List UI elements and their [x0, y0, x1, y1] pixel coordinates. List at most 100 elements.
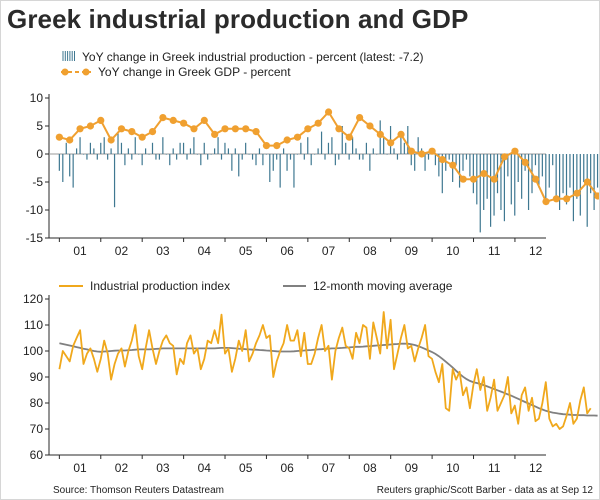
ip-yoy-bar — [189, 148, 192, 154]
gdp-yoy-point — [345, 133, 353, 141]
legend-gdp-dot — [61, 68, 69, 76]
ip-yoy-bar — [193, 137, 195, 154]
ip-yoy-bar — [552, 154, 554, 166]
ip-yoy-bar — [400, 131, 402, 154]
ip-yoy-bar — [224, 142, 226, 154]
ip-yoy-bar — [248, 154, 250, 155]
ip-yoy-bar — [303, 154, 305, 160]
gdp-yoy-point — [438, 156, 447, 164]
ip-index-line — [58, 311, 592, 430]
x-tick-label: 02 — [115, 244, 129, 258]
ip-yoy-bar — [141, 154, 143, 166]
ip-yoy-bar — [386, 154, 388, 155]
ip-yoy-bar — [493, 154, 495, 216]
ip-yoy-bar — [410, 154, 412, 166]
ip-yoy-bar — [72, 154, 74, 188]
ip-yoy-bar — [441, 154, 443, 194]
ip-yoy-bar — [151, 142, 154, 154]
x-tick-label: 12 — [529, 244, 543, 258]
ip-yoy-bar — [590, 154, 592, 194]
ip-yoy-bar — [507, 154, 509, 177]
x-tick-label: 06 — [280, 461, 294, 475]
ip-yoy-bar — [110, 148, 112, 154]
y-tick-label: 100 — [23, 344, 43, 358]
ip-yoy-bar — [407, 126, 409, 154]
ip-yoy-bar — [283, 148, 285, 154]
x-tick-label: 01 — [73, 461, 87, 475]
ip-yoy-bar — [265, 154, 267, 155]
gdp-yoy-point — [76, 125, 84, 133]
y-tick-label: 10 — [30, 91, 44, 105]
ip-yoy-bar — [169, 154, 171, 166]
ip-yoy-bar — [538, 154, 540, 188]
gdp-yoy-point — [159, 114, 167, 122]
gdp-yoy-point — [397, 130, 405, 138]
ip-yoy-bar — [586, 154, 588, 227]
gdp-yoy-point — [469, 175, 478, 183]
gdp-yoy-point — [97, 116, 105, 124]
ip-yoy-bar — [345, 142, 347, 154]
ip-yoy-bar — [155, 154, 157, 160]
ip-yoy-bar — [331, 137, 333, 154]
ip-yoy-bar — [196, 154, 198, 155]
x-tick-label: 12 — [529, 461, 543, 475]
gdp-yoy-point — [283, 136, 291, 144]
ip-yoy-bar — [227, 148, 230, 154]
ip-yoy-bar — [327, 142, 330, 154]
ip-yoy-bar — [276, 154, 278, 160]
gdp-yoy-point — [335, 125, 343, 133]
legend-label-ip-index: Industrial production index — [90, 279, 230, 293]
ip-yoy-bar — [234, 148, 236, 154]
ip-yoy-bar — [424, 154, 426, 171]
ip-yoy-bar — [186, 154, 188, 160]
gdp-yoy-point — [180, 119, 188, 127]
ip-yoy-bar — [434, 154, 437, 166]
x-tick-label: 08 — [363, 244, 377, 258]
legend-label-gdp-yoy: YoY change in Greek GDP - percent — [98, 65, 291, 79]
gdp-yoy-point — [242, 125, 250, 133]
ip-yoy-bar — [527, 154, 530, 210]
ip-yoy-bar — [479, 154, 481, 233]
ip-yoy-bar — [217, 137, 219, 154]
ip-yoy-bar — [517, 154, 519, 182]
ip-yoy-bar — [307, 137, 309, 154]
ip-yoy-bar — [541, 154, 543, 177]
x-tick-label: 05 — [239, 461, 253, 475]
legend-label-ip-yoy: YoY change in Greek industrial productio… — [82, 50, 424, 64]
ip-yoy-bar — [427, 154, 430, 160]
ip-yoy-bar — [372, 148, 374, 154]
ip-yoy-bar — [220, 154, 223, 160]
x-tick-label: 01 — [73, 244, 87, 258]
x-tick-label: 10 — [446, 244, 460, 258]
ip-yoy-bar — [113, 154, 116, 208]
ip-yoy-bar — [596, 154, 599, 188]
x-tick-label: 07 — [322, 461, 336, 475]
ip-yoy-bar — [82, 154, 85, 155]
gdp-yoy-point — [262, 142, 271, 150]
y-tick-label: -10 — [26, 203, 44, 217]
ip-yoy-bar — [310, 154, 312, 166]
ip-yoy-bar — [576, 154, 578, 199]
gdp-yoy-point — [190, 125, 198, 133]
gdp-yoy-point — [532, 175, 540, 183]
y-tick-label: 110 — [24, 318, 43, 332]
ip-yoy-bar — [162, 137, 164, 154]
ip-yoy-bar — [207, 154, 209, 160]
gdp-yoy-point — [117, 125, 126, 133]
ip-yoy-bar — [465, 154, 468, 160]
gdp-yoy-point — [511, 147, 519, 155]
gdp-yoy-point — [231, 125, 239, 133]
ip-yoy-bar — [296, 154, 299, 155]
chart-top-ip-gdp-yoy: YoY change in Greek industrial productio… — [26, 50, 599, 258]
gdp-yoy-point — [594, 192, 599, 200]
gdp-yoy-line — [59, 110, 599, 203]
ip-yoy-bar — [120, 142, 123, 154]
ip-yoy-bar — [324, 154, 326, 160]
gdp-yoy-point — [221, 125, 229, 133]
ip-yoy-bar — [565, 154, 568, 205]
gdp-yoy-point — [542, 198, 550, 206]
gdp-yoy-point — [86, 122, 95, 130]
footer-credit: Reuters graphic/Scott Barber - data as a… — [376, 485, 593, 496]
y-tick-label: 80 — [30, 396, 44, 410]
